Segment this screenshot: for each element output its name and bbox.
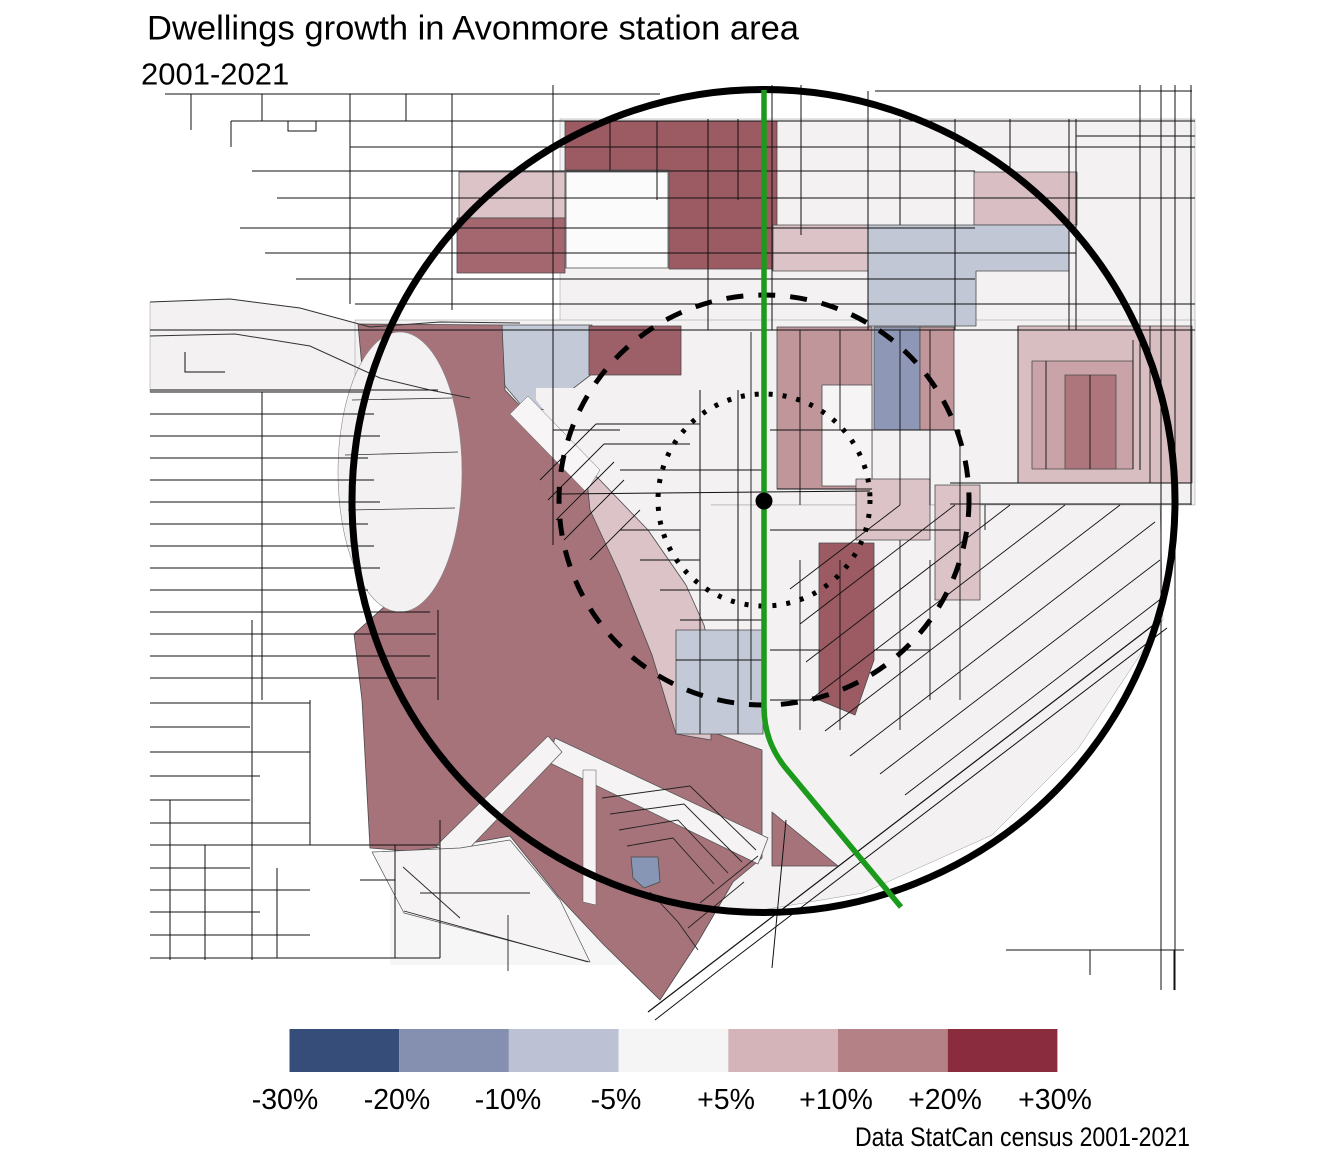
svg-text:+5%: +5%	[697, 1084, 755, 1116]
svg-text:-5%: -5%	[591, 1084, 642, 1116]
svg-text:-20%: -20%	[364, 1084, 431, 1116]
svg-text:+20%: +20%	[908, 1084, 982, 1116]
svg-text:-10%: -10%	[475, 1084, 542, 1116]
svg-text:+10%: +10%	[799, 1084, 873, 1116]
svg-text:Dwellings growth in Avonmore s: Dwellings growth in Avonmore station are…	[147, 10, 799, 48]
svg-text:+30%: +30%	[1018, 1084, 1092, 1116]
svg-text:Data StatCan census 2001-2021: Data StatCan census 2001-2021	[855, 1122, 1190, 1152]
svg-text:-30%: -30%	[252, 1084, 319, 1116]
svg-text:2001-2021: 2001-2021	[141, 57, 289, 92]
